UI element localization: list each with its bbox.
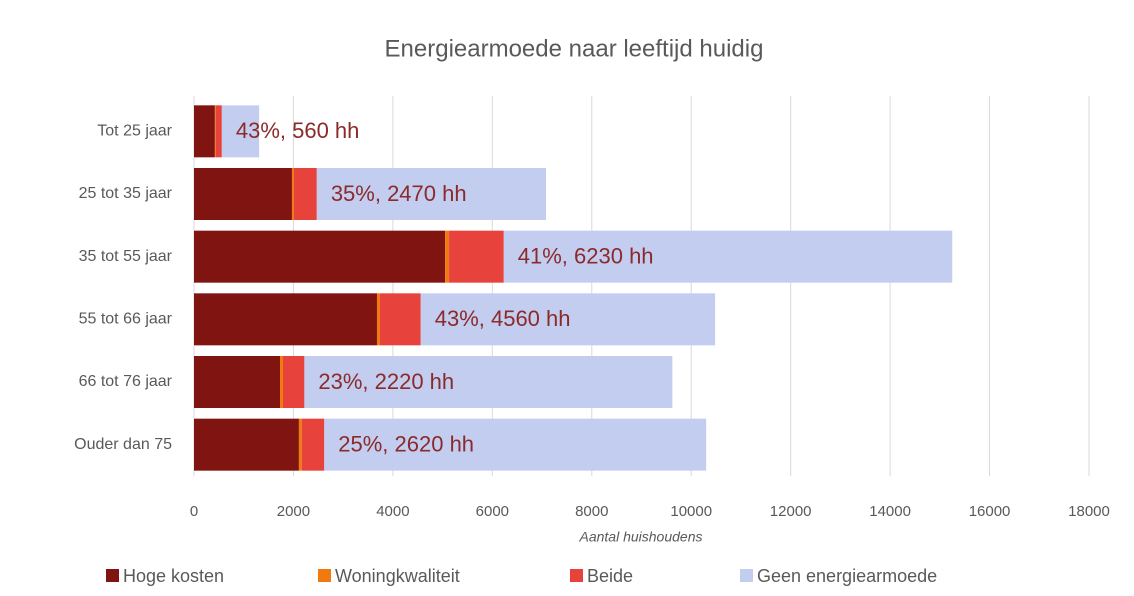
bar-segment bbox=[215, 105, 222, 158]
y-tick-label: 55 tot 66 jaar bbox=[79, 311, 173, 328]
bar-segment bbox=[379, 293, 421, 346]
y-tick-label: 25 tot 35 jaar bbox=[79, 185, 173, 202]
x-tick-label: 6000 bbox=[476, 503, 509, 520]
x-tick-label: 18000 bbox=[1068, 503, 1110, 520]
bar-segment bbox=[301, 418, 325, 471]
x-tick-label: 16000 bbox=[969, 503, 1011, 520]
y-tick-label: 35 tot 55 jaar bbox=[79, 248, 173, 265]
bar-segment bbox=[194, 168, 292, 220]
x-tick-label: 8000 bbox=[575, 503, 608, 520]
bar-annotation: 35%, 2470 hh bbox=[331, 181, 467, 206]
bar-segment bbox=[214, 105, 216, 158]
bar-segment bbox=[324, 418, 707, 471]
x-tick-label: 0 bbox=[190, 503, 198, 520]
bar-annotation: 41%, 6230 hh bbox=[518, 243, 654, 268]
y-tick-label: Tot 25 jaar bbox=[97, 123, 172, 140]
legend-label: Woningkwaliteit bbox=[335, 566, 460, 586]
bar-segment bbox=[445, 230, 450, 283]
x-tick-label: 12000 bbox=[770, 503, 812, 520]
legend-swatch bbox=[570, 569, 583, 582]
x-tick-label: 4000 bbox=[376, 503, 409, 520]
bar-segment bbox=[194, 356, 281, 408]
legend-label: Geen energiearmoede bbox=[757, 566, 937, 586]
legend-label: Beide bbox=[587, 566, 633, 586]
bar-segment bbox=[376, 293, 380, 346]
bar-segment bbox=[420, 293, 716, 346]
bar-segment bbox=[194, 105, 215, 158]
bar-annotation: 43%, 4560 hh bbox=[435, 306, 571, 331]
bar-segment bbox=[291, 168, 294, 220]
x-tick-label: 10000 bbox=[670, 503, 712, 520]
bar-segment bbox=[304, 356, 673, 408]
bar-annotation: 25%, 2620 hh bbox=[338, 431, 474, 456]
x-tick-label: 14000 bbox=[869, 503, 911, 520]
y-tick-label: 66 tot 76 jaar bbox=[79, 373, 173, 390]
y-tick-label: Ouder dan 75 bbox=[74, 436, 172, 453]
bar-segment bbox=[316, 168, 547, 220]
legend-label: Hoge kosten bbox=[123, 566, 224, 586]
bar-annotation: 43%, 560 hh bbox=[236, 118, 360, 143]
bar-segment bbox=[221, 105, 260, 158]
x-axis-label: Aantal huishoudens bbox=[579, 529, 703, 545]
bar-annotation: 23%, 2220 hh bbox=[318, 369, 454, 394]
x-tick-label: 2000 bbox=[277, 503, 310, 520]
bar-segment bbox=[283, 356, 305, 408]
bar-segment bbox=[293, 168, 317, 220]
bar-segment bbox=[503, 230, 953, 283]
bar-segment bbox=[194, 418, 299, 471]
bar-segment bbox=[194, 293, 377, 346]
legend-swatch bbox=[740, 569, 753, 582]
legend-swatch bbox=[318, 569, 331, 582]
bar-segment bbox=[449, 230, 504, 283]
bar-segment bbox=[194, 230, 446, 283]
chart-title: Energiearmoede naar leeftijd huidig bbox=[385, 35, 764, 62]
bar-segment bbox=[280, 356, 284, 408]
bar-segment bbox=[298, 418, 302, 471]
legend-swatch bbox=[106, 569, 119, 582]
